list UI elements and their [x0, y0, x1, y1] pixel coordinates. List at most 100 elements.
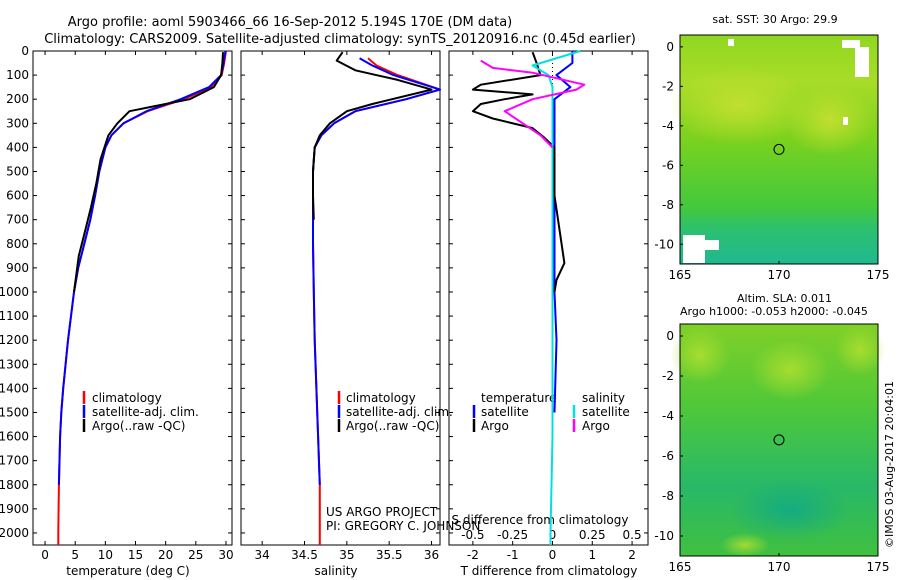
legend-label-s-argo: Argo	[582, 419, 610, 433]
legend-label-climatology: climatology	[92, 391, 162, 405]
sst-warm-patch	[785, 85, 875, 155]
sst-missing-data	[842, 40, 860, 48]
y-tick-label: 1600	[0, 430, 29, 444]
sla-low-patch	[730, 480, 850, 540]
x-tick-label: 25	[188, 548, 203, 562]
temperature-legend: climatology satellite-adj. clim. Argo(..…	[82, 391, 199, 433]
x-tick-label-salinity: -0.25	[497, 528, 528, 542]
series-line-temperature-argo	[471, 51, 566, 293]
x-tick-label: -2	[467, 548, 479, 562]
temperature-plot-frame	[32, 50, 233, 546]
y-tick-label: 2000	[0, 526, 29, 540]
float-location-marker	[773, 143, 785, 155]
credit-project: US ARGO PROJECT	[326, 505, 438, 519]
x-tick-label: 1	[588, 548, 596, 562]
map-x-tick-label: 165	[669, 268, 692, 282]
float-location-marker	[773, 434, 785, 446]
y-tick-label: 1800	[0, 478, 29, 492]
credit-pi: PI: GREGORY C. JOHNSON	[326, 519, 480, 533]
legend-heading-temperature: temperature	[481, 391, 556, 405]
y-tick-label: 500	[6, 164, 29, 178]
series-line-salinity-satellite	[531, 50, 581, 545]
legend-label-climatology: climatology	[346, 391, 416, 405]
map-y-tick-label: -2	[662, 79, 674, 93]
sst-map: sat. SST: 30 Argo: 29.9	[670, 13, 879, 265]
x-tick-label: 15	[128, 548, 143, 562]
y-tick-label: 300	[6, 116, 29, 130]
series-line-climatology	[57, 50, 227, 545]
map-y-tick-label: -6	[662, 158, 674, 172]
y-tick-label: 1700	[0, 454, 29, 468]
y-tick-label: 1400	[0, 381, 29, 395]
map-x-tick-label: 170	[768, 560, 791, 574]
sst-missing-data	[843, 117, 848, 125]
x-tick-label: 34.5	[291, 548, 318, 562]
map-y-tick-label: -8	[662, 198, 674, 212]
series-line-satellite-adj-clim	[57, 50, 227, 485]
x-tick-label: 35.5	[376, 548, 403, 562]
map-x-tick-label: 175	[867, 268, 890, 282]
sst-warm-patch	[670, 65, 810, 145]
x-tick-label-salinity: 0.5	[623, 528, 642, 542]
sla-map-title-line2: Argo h1000: -0.053 h2000: -0.045	[680, 305, 868, 318]
map-y-tick-label: -10	[654, 237, 674, 251]
y-tick-label: 1200	[0, 333, 29, 347]
x-tick-label: 0	[41, 548, 49, 562]
salinity-x-label: salinity	[314, 564, 357, 578]
x-tick-label: 34	[255, 548, 270, 562]
x-tick-label: 36	[424, 548, 439, 562]
legend-label-argo: Argo(..raw -QC)	[92, 419, 185, 433]
series-line-temperature-satellite	[553, 51, 574, 413]
sst-map-title: sat. SST: 30 Argo: 29.9	[712, 13, 837, 26]
sla-high-patch	[670, 327, 730, 383]
map-y-tick-label: 0	[666, 40, 674, 54]
map-y-tick-label: -4	[662, 409, 674, 423]
legend-label-t-argo: Argo	[481, 419, 509, 433]
sla-map: Altim. SLA: 0.011 Argo h1000: -0.053 h20…	[670, 292, 885, 557]
difference-plot-frame	[448, 50, 649, 546]
x-tick-label-salinity: 0.25	[579, 528, 606, 542]
series-line-salinity-argo	[480, 59, 586, 149]
y-tick-label: 1500	[0, 405, 29, 419]
map-x-tick-label: 170	[768, 268, 791, 282]
y-tick-label: 200	[6, 92, 29, 106]
sla-high-patch	[835, 325, 885, 375]
y-tick-label: 900	[6, 261, 29, 275]
map-x-tick-label: 175	[867, 560, 890, 574]
map-y-tick-label: -8	[662, 489, 674, 503]
y-tick-label: 1100	[0, 309, 29, 323]
legend-label-t-satellite: satellite	[481, 405, 529, 419]
x-tick-label-salinity: 0	[549, 528, 557, 542]
y-tick-label: 0	[21, 44, 29, 58]
x-tick-label: 10	[98, 548, 113, 562]
sla-high-patch	[750, 340, 830, 400]
x-tick-label-salinity: -0.5	[461, 528, 484, 542]
sst-missing-data	[683, 235, 705, 263]
temperature-x-label: temperature (deg C)	[66, 564, 189, 578]
x-tick-label: 30	[218, 548, 233, 562]
difference-legend: temperature salinity satellite Argo sate…	[472, 391, 630, 433]
x-tick-label: 2	[628, 548, 636, 562]
y-tick-label: 600	[6, 189, 29, 203]
salinity-legend: climatology satellite-adj. clim. Argo(..…	[337, 391, 453, 433]
generated-chart-marks: 0100200300400500600700800900100011001200…	[0, 40, 889, 574]
y-tick-label: 800	[6, 237, 29, 251]
series-line-climatology	[312, 57, 441, 545]
figure-title-line2: Climatology: CARS2009. Satellite-adjuste…	[44, 32, 636, 47]
x-tick-label: 35	[339, 548, 354, 562]
salinity-panel	[240, 50, 441, 546]
map-x-tick-label: 165	[669, 560, 692, 574]
difference-x-label: T difference from climatology	[460, 564, 638, 578]
y-tick-label: 100	[6, 68, 29, 82]
difference-top-label: S difference from climatology	[452, 513, 629, 527]
y-tick-label: 1900	[0, 502, 29, 516]
x-tick-label: 5	[71, 548, 79, 562]
sla-map-title-line1: Altim. SLA: 0.011	[737, 292, 832, 305]
series-line-argo-raw-qc	[312, 51, 433, 220]
temperature-panel	[32, 50, 233, 546]
map-y-tick-label: -2	[662, 369, 674, 383]
legend-label-satellite: satellite-adj. clim.	[92, 405, 199, 419]
map-y-tick-label: -6	[662, 449, 674, 463]
map-y-tick-label: -4	[662, 119, 674, 133]
